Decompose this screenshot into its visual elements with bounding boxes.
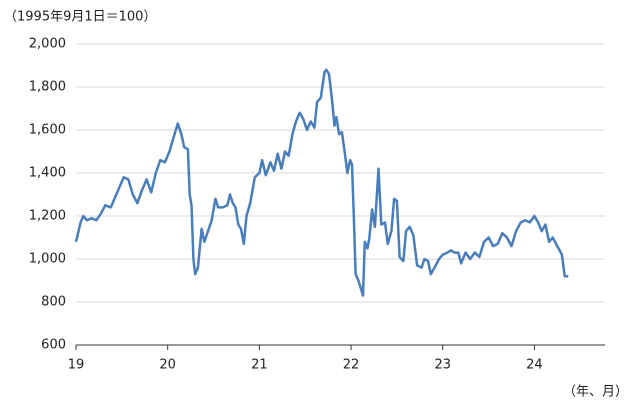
x-tick-label: 21 xyxy=(251,358,268,373)
x-tick-label: 24 xyxy=(526,358,543,373)
x-tick-label: 20 xyxy=(159,358,176,373)
y-tick-label: 1,800 xyxy=(29,80,66,95)
axis-note: （年、月） xyxy=(563,385,628,400)
x-tick-label: 22 xyxy=(343,358,360,373)
x-tick-label: 19 xyxy=(68,358,85,373)
y-tick-label: 1,000 xyxy=(29,252,66,267)
y-tick-label: 2,000 xyxy=(29,37,66,52)
unit-note: （1995年9月1日＝100） xyxy=(4,10,156,25)
x-tick-label: 23 xyxy=(434,358,451,373)
data-line xyxy=(74,68,569,297)
y-tick-label: 1,600 xyxy=(29,123,66,138)
y-tick-label: 1,400 xyxy=(29,166,66,181)
y-tick-label: 600 xyxy=(41,338,66,353)
y-tick-label: 800 xyxy=(41,295,66,310)
y-tick-label: 1,200 xyxy=(29,209,66,224)
